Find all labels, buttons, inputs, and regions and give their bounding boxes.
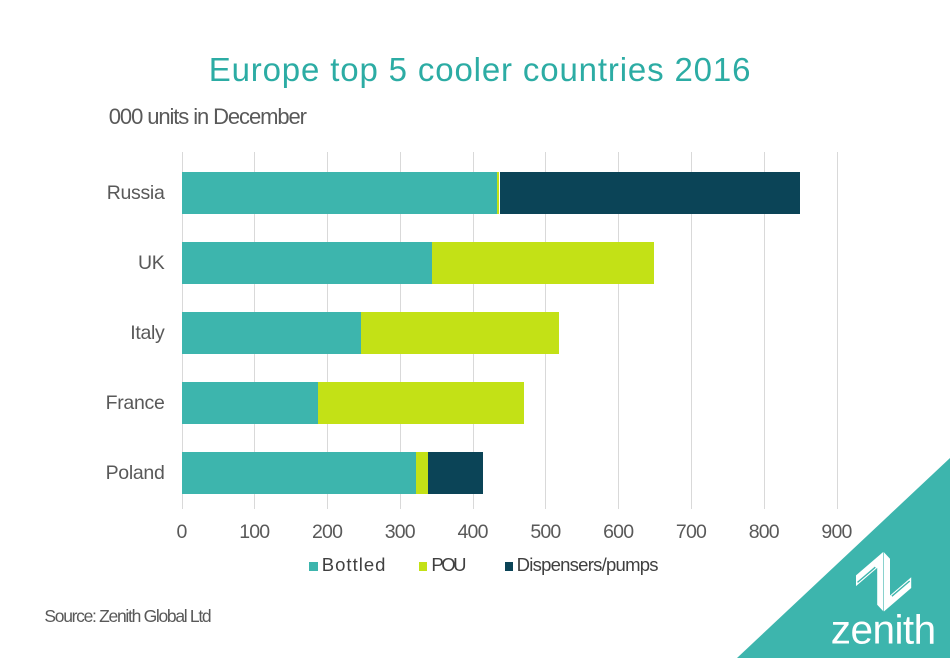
svg-text:zenith: zenith <box>831 607 936 653</box>
